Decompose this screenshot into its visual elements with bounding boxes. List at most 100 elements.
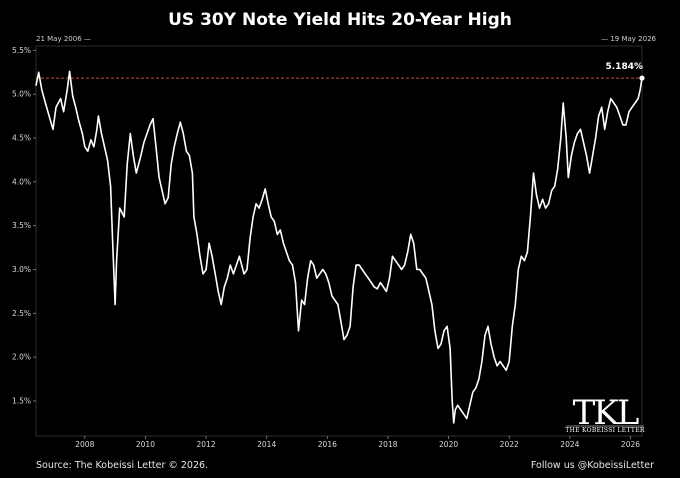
logo-monogram: TKL [573, 393, 639, 433]
y-axis: 1.5% 2.0% 2.5% 3.0% 3.5% 4.0% 4.5% 5.0% 5.5% [12, 46, 36, 405]
data-point [123, 216, 125, 218]
data-point [63, 111, 65, 113]
data-point [607, 111, 609, 113]
data-point [116, 260, 118, 262]
data-point [585, 155, 588, 157]
data-point [55, 106, 57, 108]
start-date-label: 21 May 2006 — [36, 35, 91, 43]
data-point [437, 347, 439, 349]
data-point [110, 185, 112, 187]
data-point [214, 273, 216, 275]
data-point [146, 133, 148, 135]
data-point [428, 290, 430, 292]
data-point [276, 233, 278, 235]
data-point [592, 155, 594, 157]
data-point [93, 146, 95, 148]
y-tick-label: 3.0% [12, 265, 31, 274]
data-point [434, 330, 436, 332]
data-point [493, 356, 495, 358]
data-point [193, 216, 195, 218]
data-point [267, 203, 269, 205]
data-point [185, 150, 187, 152]
data-point [106, 159, 109, 161]
data-point [466, 417, 468, 420]
data-point [407, 251, 409, 253]
data-point [379, 282, 381, 284]
data-point [149, 124, 151, 126]
data-point [103, 146, 106, 148]
data-point [282, 242, 284, 244]
data-point [454, 409, 456, 411]
data-point [511, 325, 513, 327]
data-point [604, 128, 606, 130]
data-point [223, 286, 225, 288]
data-point [610, 98, 612, 100]
data-point [567, 176, 569, 179]
data-point [164, 203, 166, 205]
data-point [199, 255, 201, 257]
data-point [413, 242, 415, 244]
data-point [398, 264, 400, 266]
data-point [44, 102, 47, 104]
data-point [625, 124, 627, 126]
data-point [114, 303, 116, 306]
data-point [249, 238, 251, 240]
data-point [554, 185, 556, 187]
data-point [589, 172, 591, 174]
data-point [243, 273, 245, 275]
data-point [132, 155, 134, 157]
data-point [358, 264, 360, 266]
data-point [220, 303, 222, 306]
data-point [301, 299, 303, 301]
data-point [176, 133, 178, 135]
data-point [463, 413, 465, 415]
y-tick-label: 5.5% [12, 46, 31, 55]
data-point [490, 343, 492, 345]
x-tick-label: 2012 [197, 440, 216, 449]
data-point [129, 133, 131, 135]
data-point [422, 273, 424, 275]
data-point [322, 268, 324, 271]
data-point [370, 282, 372, 284]
data-point [570, 155, 573, 157]
last-value-label: 5.184% [606, 62, 644, 72]
data-point [601, 106, 603, 108]
data-point [126, 163, 128, 165]
data-point [628, 111, 630, 113]
data-point [616, 106, 618, 108]
data-point [639, 89, 641, 91]
data-point [182, 133, 184, 135]
data-point [84, 146, 86, 148]
data-point [167, 197, 169, 199]
data-point [273, 220, 275, 222]
data-point [188, 155, 190, 157]
data-point [96, 128, 98, 130]
data-point [173, 146, 175, 148]
data-point [119, 207, 121, 209]
series-points [35, 70, 643, 424]
x-tick-label: 2016 [318, 440, 337, 449]
data-point [87, 150, 89, 152]
x-tick-label: 2024 [560, 440, 579, 449]
data-point [619, 115, 621, 117]
y-tick-label: 2.0% [12, 353, 31, 362]
data-point [60, 98, 62, 100]
data-point [285, 251, 287, 253]
data-point [560, 137, 562, 139]
data-point [340, 321, 342, 323]
data-point [232, 273, 234, 275]
x-tick-label: 2008 [75, 440, 94, 449]
logo-wordmark: THE KOBEISSI LETTER [565, 427, 645, 434]
data-point [226, 277, 228, 279]
data-point [316, 277, 318, 279]
data-point [196, 233, 198, 235]
chart-title: US 30Y Note Yield Hits 20-Year High [168, 10, 512, 30]
x-tick-label: 2022 [500, 440, 519, 449]
data-point [346, 334, 348, 336]
data-point [520, 255, 522, 257]
data-point [416, 268, 418, 271]
data-point [140, 155, 142, 157]
data-point [469, 404, 471, 406]
data-point [294, 282, 297, 284]
data-point [361, 268, 363, 271]
